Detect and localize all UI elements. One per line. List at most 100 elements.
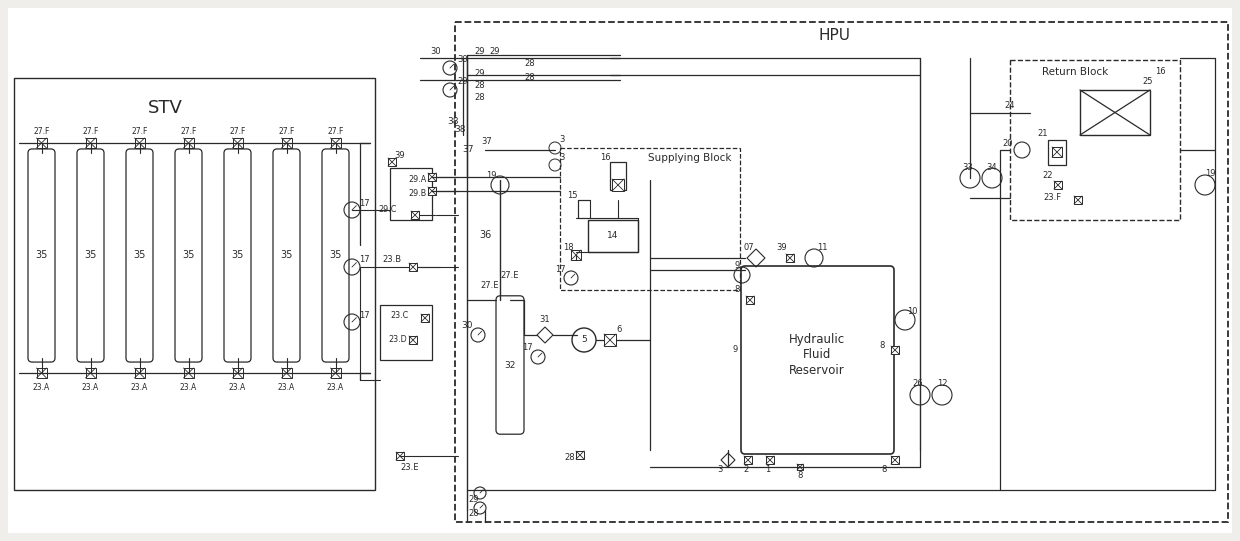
Text: 39: 39 (394, 150, 405, 160)
Text: 35: 35 (84, 250, 97, 261)
Text: 39: 39 (776, 243, 787, 253)
Bar (281, 138, 291, 148)
Text: 24: 24 (1004, 101, 1016, 109)
Text: 35: 35 (134, 250, 145, 261)
Bar (604, 334, 616, 346)
Text: 8: 8 (797, 471, 802, 479)
FancyBboxPatch shape (224, 149, 250, 362)
Text: 37: 37 (481, 137, 492, 147)
Bar (570, 250, 582, 260)
Bar (388, 158, 396, 166)
Text: 29: 29 (475, 47, 485, 56)
Text: 9: 9 (734, 261, 739, 269)
Text: 17: 17 (358, 255, 370, 265)
Text: 36: 36 (480, 230, 492, 240)
Text: 18: 18 (563, 243, 573, 253)
Text: 17: 17 (358, 311, 370, 320)
Text: 19: 19 (1205, 168, 1215, 177)
Text: 28: 28 (525, 58, 536, 68)
FancyBboxPatch shape (273, 149, 300, 362)
Text: 3: 3 (559, 135, 564, 144)
Text: 26: 26 (913, 379, 924, 387)
Bar (578, 200, 590, 218)
Bar (892, 346, 899, 354)
Bar (396, 452, 404, 460)
Text: 23.E: 23.E (401, 464, 419, 472)
Text: 27.F: 27.F (229, 127, 246, 135)
Text: 23.B: 23.B (382, 255, 402, 265)
Text: 29: 29 (475, 69, 485, 77)
Text: 2: 2 (743, 465, 749, 474)
Text: Fluid: Fluid (802, 348, 831, 361)
Text: 23.F: 23.F (1043, 194, 1061, 202)
Text: 07: 07 (744, 243, 754, 253)
Bar (1048, 140, 1066, 165)
Bar (1011, 60, 1180, 220)
Bar (455, 22, 1228, 522)
Bar (428, 187, 436, 195)
Text: 20: 20 (1003, 138, 1013, 148)
Text: 27.F: 27.F (33, 127, 50, 135)
Text: 19: 19 (486, 170, 496, 180)
Text: 34: 34 (987, 162, 997, 171)
Text: 29: 29 (458, 77, 469, 87)
Text: 12: 12 (936, 379, 947, 387)
FancyBboxPatch shape (496, 296, 525, 434)
FancyBboxPatch shape (77, 149, 104, 362)
Text: 23.A: 23.A (33, 382, 50, 392)
Text: 21: 21 (1038, 129, 1048, 137)
FancyBboxPatch shape (175, 149, 202, 362)
Bar (613, 179, 624, 191)
Text: 1: 1 (765, 465, 770, 474)
Bar (86, 138, 95, 148)
Text: 17: 17 (554, 266, 565, 274)
Text: 35: 35 (35, 250, 47, 261)
Bar (331, 368, 341, 378)
Text: 33: 33 (962, 162, 973, 171)
Text: 28: 28 (564, 453, 575, 463)
Bar (281, 368, 291, 378)
Bar (786, 254, 794, 262)
Text: 5: 5 (582, 335, 587, 345)
Text: 29: 29 (469, 496, 479, 505)
Text: 27.F: 27.F (180, 127, 197, 135)
Text: 29.A: 29.A (408, 175, 427, 183)
Text: 38: 38 (454, 126, 466, 135)
Text: 23.A: 23.A (278, 382, 295, 392)
Bar (86, 368, 95, 378)
Text: 3: 3 (559, 153, 564, 162)
FancyBboxPatch shape (742, 266, 894, 454)
Bar (1052, 147, 1061, 157)
Text: 23.A: 23.A (180, 382, 197, 392)
Bar (233, 138, 243, 148)
Bar (134, 368, 145, 378)
Text: 30: 30 (461, 320, 472, 329)
FancyBboxPatch shape (29, 149, 55, 362)
Bar (331, 138, 341, 148)
Bar (892, 456, 899, 464)
FancyBboxPatch shape (126, 149, 153, 362)
Text: 31: 31 (539, 315, 551, 325)
Text: 35: 35 (280, 250, 293, 261)
Text: 17: 17 (522, 344, 532, 353)
Bar (746, 296, 754, 304)
Text: 23.C: 23.C (391, 311, 408, 320)
Text: 16: 16 (1154, 68, 1166, 76)
Text: 25: 25 (1143, 77, 1153, 87)
Bar (391, 168, 432, 220)
Bar (233, 368, 243, 378)
Bar (14, 78, 374, 490)
Bar (1074, 196, 1083, 204)
Text: Reservoir: Reservoir (789, 364, 844, 377)
Bar (588, 220, 639, 252)
Bar (184, 138, 193, 148)
Text: 17: 17 (358, 199, 370, 208)
Text: 28: 28 (475, 94, 485, 102)
Text: STV: STV (148, 99, 182, 117)
Text: 16: 16 (600, 154, 610, 162)
Text: 27.E: 27.E (481, 280, 500, 289)
Text: 23.D: 23.D (388, 335, 407, 345)
Text: 38: 38 (448, 117, 459, 127)
Text: 28: 28 (469, 509, 480, 518)
Bar (379, 305, 432, 360)
